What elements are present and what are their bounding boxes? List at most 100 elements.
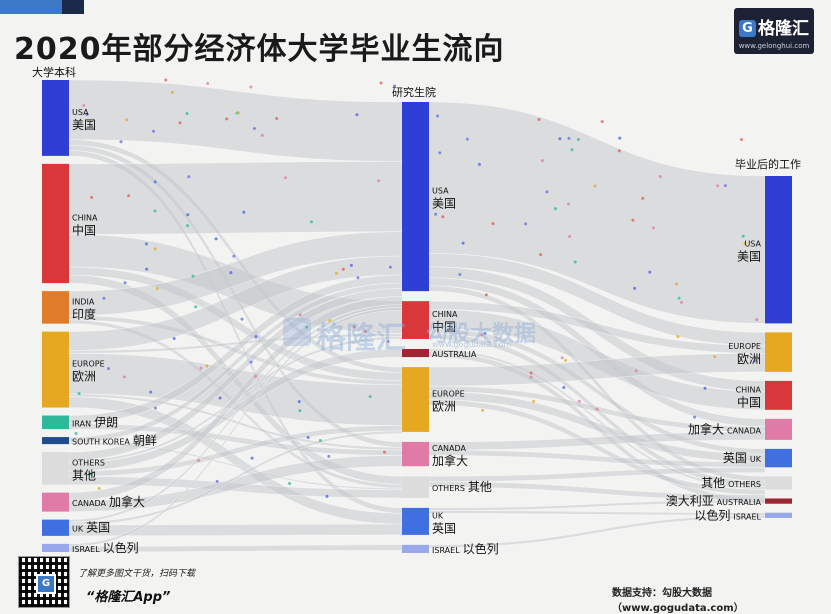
node-bar-u_others[interactable] [42,452,69,485]
particle-dot [225,117,229,121]
particle-dot [249,85,253,89]
node-bar-u_india[interactable] [42,291,69,324]
particle-dot [483,331,487,335]
particle-dot [740,137,744,141]
particle-dot [461,241,465,245]
node-bar-u_usa[interactable] [42,80,69,156]
particle-dot [90,195,94,199]
particle-dot [356,276,360,280]
particle-dot [593,184,597,188]
node-bar-g_europe[interactable] [402,367,429,432]
node-bar-w_israel[interactable] [765,512,792,518]
node-label-en: USA [432,187,449,196]
particle-dot [648,270,652,274]
node-label-en: OTHERS [432,484,465,493]
node-bar-g_australia[interactable] [402,348,429,358]
watermark-logo-icon [283,318,311,346]
particle-dot [125,118,129,122]
particle-dot [74,431,78,435]
particle-dot [658,174,662,178]
node-label-cn: 英国 [432,521,456,535]
node-bar-g_others[interactable] [402,476,429,498]
particle-dot [631,218,635,222]
node-bar-u_iran[interactable] [42,415,69,430]
page-title: 2020年部分经济体大学毕业生流向 [14,32,505,67]
node-label-g_china: CHINA 中国 [432,310,458,334]
node-bar-w_others[interactable] [765,476,792,490]
node-bar-u_uk[interactable] [42,519,69,536]
particle-dot [484,293,488,297]
node-bar-g_israel[interactable] [402,544,429,553]
node-bar-w_australia[interactable] [765,498,792,504]
node-label-en: SOUTH KOREA [72,438,130,447]
node-bar-u_china[interactable] [42,163,69,284]
node-label-en: USA [744,240,761,249]
particle-dot [458,273,462,277]
node-label-en: USA [72,108,89,117]
particle-dot [716,184,720,188]
node-label-g_israel: ISRAEL 以色列 [432,542,499,556]
particle-dot [680,300,684,304]
node-bar-g_usa[interactable] [402,102,429,292]
node-bar-u_korea[interactable] [42,437,69,445]
node-bar-w_uk[interactable] [765,448,792,468]
particle-dot [465,137,469,141]
node-bar-u_canada[interactable] [42,492,69,512]
footer-app-name: “格隆汇App” [86,590,171,605]
node-label-en: ISRAEL [72,545,100,554]
node-label-en: EUROPE [432,390,465,399]
node-label-cn: 朝鲜 [133,434,157,448]
node-label-u_usa: USA 美国 [72,108,96,132]
node-bar-w_europe[interactable] [765,332,792,372]
node-bar-w_china[interactable] [765,380,792,410]
node-label-g_uk: UK 英国 [432,511,456,535]
brand-logo: G 格隆汇 www.gelonghui.com [734,8,814,54]
particle-dot [252,126,256,130]
node-label-en: CHINA [432,310,458,319]
particle-dot [89,472,93,476]
particle-dot [363,330,367,334]
particle-dot [185,111,189,115]
particle-dot [477,162,481,166]
node-bar-u_europe[interactable] [42,331,69,408]
particle-dot [194,305,198,309]
particle-dot [236,111,240,115]
logo-g-icon: G [739,20,756,37]
node-label-en: UK [750,455,762,464]
particle-dot [119,140,123,144]
node-bar-w_usa[interactable] [765,176,792,324]
node-label-en: CANADA [727,426,762,435]
node-label-u_korea: SOUTH KOREA 朝鲜 [72,434,157,448]
node-label-en: OTHERS [728,480,761,489]
particle-dot [155,287,159,291]
particle-dot [379,81,383,85]
particle-dot [570,148,574,152]
node-label-cn: 美国 [72,118,96,132]
node-bar-g_canada[interactable] [402,441,429,467]
node-bar-w_canada[interactable] [765,418,792,440]
particle-dot [152,129,156,133]
qr-code-icon[interactable]: G [18,556,70,608]
node-label-g_usa: USA 美国 [432,187,456,211]
particle-dot [77,392,81,396]
particle-dot [186,224,190,228]
particle-dot [229,271,233,275]
node-bar-g_china[interactable] [402,301,429,339]
node-bar-u_israel[interactable] [42,543,69,552]
particle-dot [355,113,359,117]
particle-dot [693,415,697,419]
node-label-w_others: 其他 OTHERS [701,476,761,490]
particle-dot [741,234,745,238]
node-bar-g_uk[interactable] [402,507,429,535]
logo-name: 格隆汇 [758,19,809,39]
particle-dot [352,325,356,329]
particle-dot [199,366,203,370]
node-label-cn: 欧洲 [432,400,456,414]
node-label-en: ISRAEL [733,512,761,521]
particle-dot [441,215,445,219]
link-g_canada-w_canada [428,431,766,451]
particle-dot [164,78,168,82]
particle-dot [215,479,219,483]
logo-url: www.gelonghui.com [738,42,810,50]
particle-dot [275,116,279,120]
